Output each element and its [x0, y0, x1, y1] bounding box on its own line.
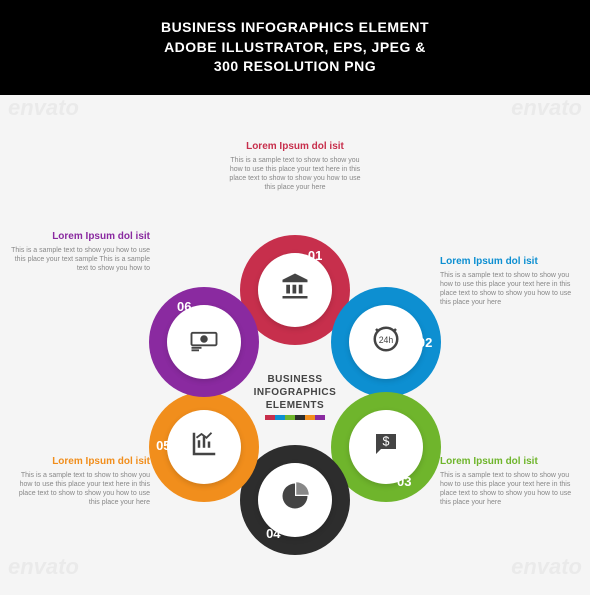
center-label: BUSINESS INFOGRAPHICS ELEMENTS: [240, 373, 350, 412]
desc-title: Lorem Ipsum dol isit: [10, 230, 150, 243]
header-line2: ADOBE ILLUSTRATOR, EPS, JPEG &: [164, 39, 426, 55]
desc-title: Lorem Ipsum dol isit: [225, 140, 365, 153]
chat-icon: $: [371, 429, 401, 466]
petal-number: 02: [418, 335, 432, 350]
svg-text:24h: 24h: [379, 335, 394, 345]
money-icon: [189, 324, 219, 361]
desc-block-6: Lorem Ipsum dol isit This is a sample te…: [10, 230, 150, 273]
header-title: BUSINESS INFOGRAPHICS ELEMENT ADOBE ILLU…: [20, 18, 570, 77]
svg-text:$: $: [382, 434, 389, 448]
desc-title: Lorem Ipsum dol isit: [10, 455, 150, 468]
petal-icon-wrap: $: [349, 410, 423, 484]
header-line3: 300 RESOLUTION PNG: [214, 58, 376, 74]
center-color-bars: [265, 415, 325, 420]
petal-05: 05: [149, 392, 259, 502]
petal-icon-wrap: [167, 410, 241, 484]
petal-02: 24h 02: [331, 287, 441, 397]
center-line3: ELEMENTS: [240, 399, 350, 412]
desc-body: This is a sample text to show to show yo…: [10, 471, 150, 507]
petal-number: 06: [177, 299, 191, 314]
infographic-canvas: BUSINESS INFOGRAPHICS ELEMENTS Lorem Ips…: [0, 95, 590, 595]
desc-block-5: Lorem Ipsum dol isit This is a sample te…: [10, 455, 150, 507]
desc-block-1: Lorem Ipsum dol isit This is a sample te…: [225, 140, 365, 192]
desc-title: Lorem Ipsum dol isit: [440, 455, 580, 468]
petal-icon-wrap: 24h: [349, 305, 423, 379]
bank-icon: [280, 271, 310, 308]
header-line1: BUSINESS INFOGRAPHICS ELEMENT: [161, 19, 429, 35]
petal-number: 03: [397, 474, 411, 489]
desc-block-3: Lorem Ipsum dol isit This is a sample te…: [440, 455, 580, 507]
clock-icon: 24h: [371, 324, 401, 361]
desc-title: Lorem Ipsum dol isit: [440, 255, 580, 268]
desc-body: This is a sample text to show to show yo…: [225, 156, 365, 192]
petal-number: 05: [156, 438, 170, 453]
header-banner: BUSINESS INFOGRAPHICS ELEMENT ADOBE ILLU…: [0, 0, 590, 95]
center-line2: INFOGRAPHICS: [240, 386, 350, 399]
desc-block-2: Lorem Ipsum dol isit This is a sample te…: [440, 255, 580, 307]
pie-icon: [280, 481, 310, 518]
petal-06: 06: [149, 287, 259, 397]
desc-body: This is a sample text to show you how to…: [10, 246, 150, 273]
petal-icon-wrap: [258, 253, 332, 327]
graph-icon: [189, 429, 219, 466]
petal-number: 01: [308, 248, 322, 263]
petal-icon-wrap: [167, 305, 241, 379]
center-line1: BUSINESS: [240, 373, 350, 386]
petal-number: 04: [266, 526, 280, 541]
desc-body: This is a sample text to show to show yo…: [440, 471, 580, 507]
desc-body: This is a sample text to show to show yo…: [440, 271, 580, 307]
